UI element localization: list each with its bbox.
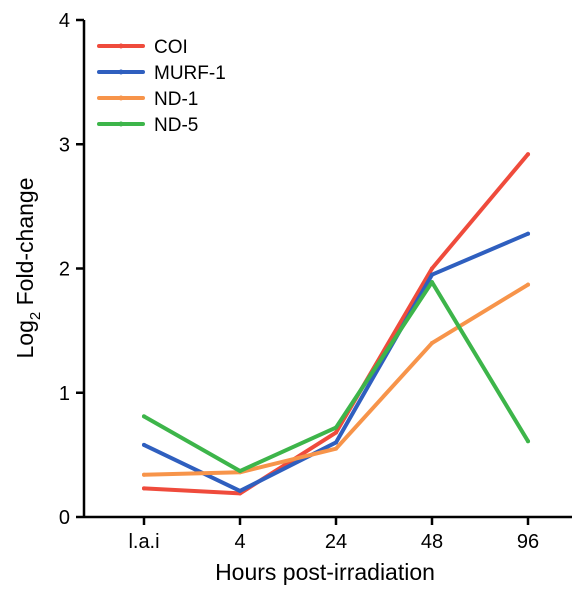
data-point-coi-3 — [430, 266, 434, 271]
data-point-nd-1-3 — [430, 341, 434, 346]
y-tick-label-4: 4 — [59, 10, 70, 32]
x-axis-title: Hours post-irradiation — [215, 559, 435, 585]
data-point-nd-5-2 — [334, 425, 338, 430]
series-line-murf-1 — [142, 231, 530, 493]
y-tick-label-2: 2 — [59, 259, 70, 281]
y-axis-title-rest: Fold-change — [12, 178, 38, 312]
x-tick-label-0: l.a.i — [128, 531, 159, 553]
data-point-coi-4 — [526, 152, 530, 157]
legend-marker-nd-1 — [118, 95, 124, 101]
series-group — [142, 152, 530, 496]
legend-label-coi: COI — [154, 37, 188, 58]
legend-label-nd-1: ND-1 — [154, 89, 198, 110]
data-point-nd-5-3 — [430, 280, 434, 285]
y-axis-title-subscript: 2 — [27, 312, 44, 320]
y-tick-label-3: 3 — [59, 134, 70, 156]
data-point-nd-1-4 — [526, 282, 530, 287]
x-tick-label-4: 96 — [517, 531, 539, 553]
data-point-murf-1-4 — [526, 231, 530, 236]
y-tick-label-1: 1 — [59, 383, 70, 405]
legend-label-murf-1: MURF-1 — [154, 63, 226, 84]
x-tick-label-2: 24 — [325, 531, 347, 553]
x-ticks: l.a.i 4 24 48 96 — [128, 517, 539, 553]
legend: COI MURF-1 ND-1 ND-5 — [97, 37, 226, 136]
legend-marker-nd-5 — [118, 121, 124, 127]
data-point-murf-1-2 — [334, 440, 338, 445]
data-point-nd-1-2 — [334, 446, 338, 451]
data-point-murf-1-0 — [142, 442, 146, 447]
data-point-nd-5-4 — [526, 439, 530, 444]
y-ticks: 0 1 2 3 4 — [59, 10, 84, 529]
data-point-nd-1-0 — [142, 472, 146, 477]
data-point-murf-1-3 — [430, 272, 434, 277]
legend-label-nd-5: ND-5 — [154, 115, 198, 136]
data-point-murf-1-1 — [238, 488, 242, 493]
y-tick-label-0: 0 — [59, 507, 70, 529]
y-axis-title-main: Log — [12, 320, 38, 358]
data-point-coi-2 — [334, 430, 338, 435]
y-axis-title: Log2 Fold-change — [12, 178, 44, 359]
x-tick-label-1: 4 — [234, 531, 245, 553]
data-point-nd-5-0 — [142, 414, 146, 419]
x-tick-label-3: 48 — [421, 531, 443, 553]
series-line-nd-1 — [142, 282, 530, 477]
legend-marker-coi — [118, 43, 124, 49]
data-point-nd-5-1 — [238, 469, 242, 474]
legend-marker-murf-1 — [118, 69, 124, 75]
data-point-coi-0 — [142, 486, 146, 491]
